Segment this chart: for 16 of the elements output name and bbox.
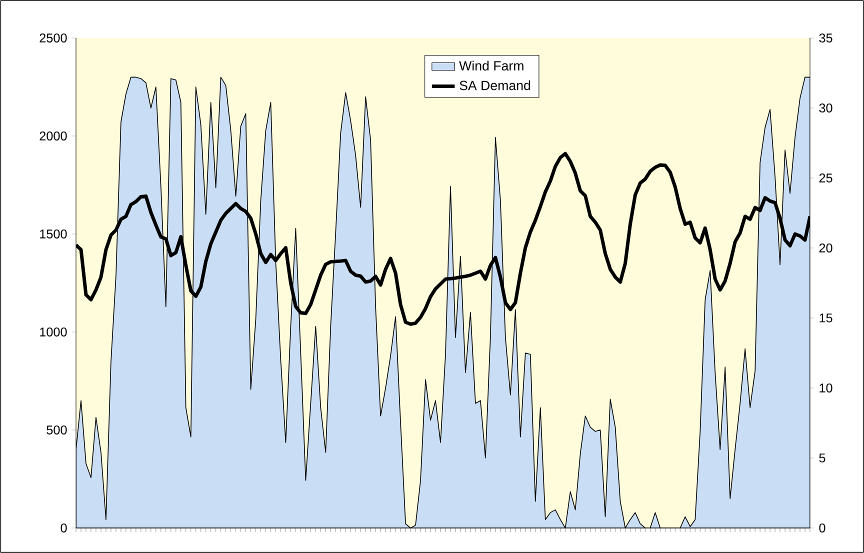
- y2-tick-label: 0: [819, 524, 826, 532]
- y-tick-label: 2500: [40, 34, 67, 42]
- y2-tick-label: 15: [820, 314, 832, 322]
- y2-tick-label: 20: [819, 244, 832, 252]
- y2-tick-label: 35: [819, 34, 832, 42]
- legend-label: SA Demand: [460, 80, 530, 90]
- y2-tick-label: 5: [819, 454, 826, 462]
- y2-tick-label: 25: [819, 174, 832, 182]
- y2-tick-label: 30: [819, 104, 832, 112]
- y-tick-label: 1000: [40, 328, 67, 336]
- legend-label: Wind Farm: [459, 60, 524, 71]
- y-tick-label: 1500: [40, 230, 67, 238]
- y-tick-label: 0: [60, 524, 67, 532]
- y-tick-label: 2000: [40, 132, 67, 140]
- y-tick-label: 500: [46, 426, 67, 434]
- y2-tick-label: 10: [820, 384, 832, 392]
